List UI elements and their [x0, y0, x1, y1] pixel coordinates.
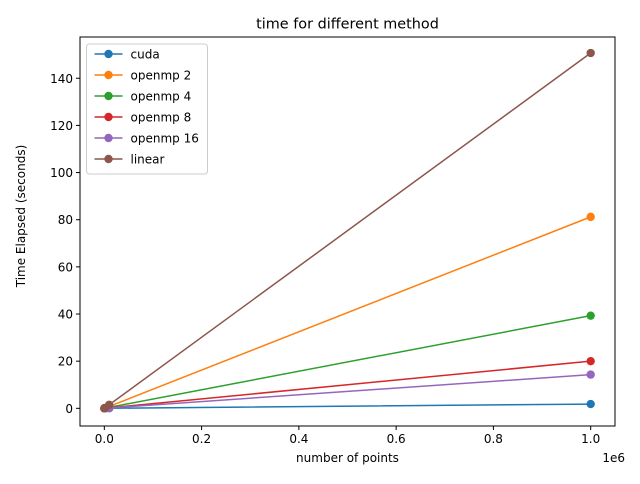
legend-marker-3 [104, 112, 113, 122]
axes-frame [79, 36, 616, 427]
y-axis: 0 20 40 60 80 100 120 140 [50, 72, 80, 416]
legend-label-4: openmp 16 [131, 132, 199, 146]
x-tick-label-5: 1.0 [581, 432, 600, 446]
legend-marker-1 [104, 70, 113, 80]
y-tick-label-2: 40 [58, 308, 73, 322]
x-tick-label-2: 0.4 [289, 432, 308, 446]
data-point-5-2 [104, 400, 114, 409]
legend: cuda openmp 2 openmp 4 openmp 8 openmp 16 lin… [86, 43, 208, 175]
data-point-3-3 [586, 356, 595, 366]
legend-label-2: openmp 4 [131, 90, 192, 104]
data-point-1-3 [586, 212, 595, 222]
x-tick-label-1: 0.2 [192, 432, 211, 446]
y-tick-label-4: 80 [58, 213, 73, 227]
chart-title: time for different method [256, 17, 439, 33]
plot-area [100, 48, 595, 413]
legend-label-1: openmp 2 [131, 69, 192, 83]
y-tick-label-6: 120 [50, 119, 73, 133]
x-tick-label-4: 0.8 [484, 432, 503, 446]
legend-label-3: openmp 8 [131, 111, 192, 125]
y-tick-label-3: 60 [58, 260, 73, 274]
x-tick-label-0: 0.0 [95, 432, 114, 446]
data-point-0-3 [586, 399, 595, 409]
y-tick-label-5: 100 [50, 166, 73, 180]
y-axis-label: Time Elapsed (seconds) [14, 145, 28, 289]
y-tick-label-0: 0 [65, 402, 73, 416]
y-tick-label-1: 20 [58, 355, 73, 369]
x-axis-label: number of points [296, 451, 399, 465]
legend-marker-2 [104, 91, 113, 101]
legend-marker-5 [104, 154, 113, 164]
y-tick-label-7: 140 [50, 72, 73, 86]
legend-label-0: cuda [131, 48, 160, 62]
data-point-5-3 [586, 48, 595, 58]
x-axis-offset-label: 1e6 [602, 451, 625, 465]
data-point-2-3 [586, 311, 595, 320]
legend-marker-4 [104, 133, 113, 143]
data-point-4-3 [586, 370, 595, 379]
legend-marker-0 [104, 49, 113, 59]
legend-box [86, 43, 208, 175]
x-tick-label-3: 0.6 [387, 432, 406, 446]
legend-label-5: linear [131, 153, 165, 167]
x-axis: 0.0 0.2 0.4 0.6 0.8 1.0 [95, 426, 600, 446]
